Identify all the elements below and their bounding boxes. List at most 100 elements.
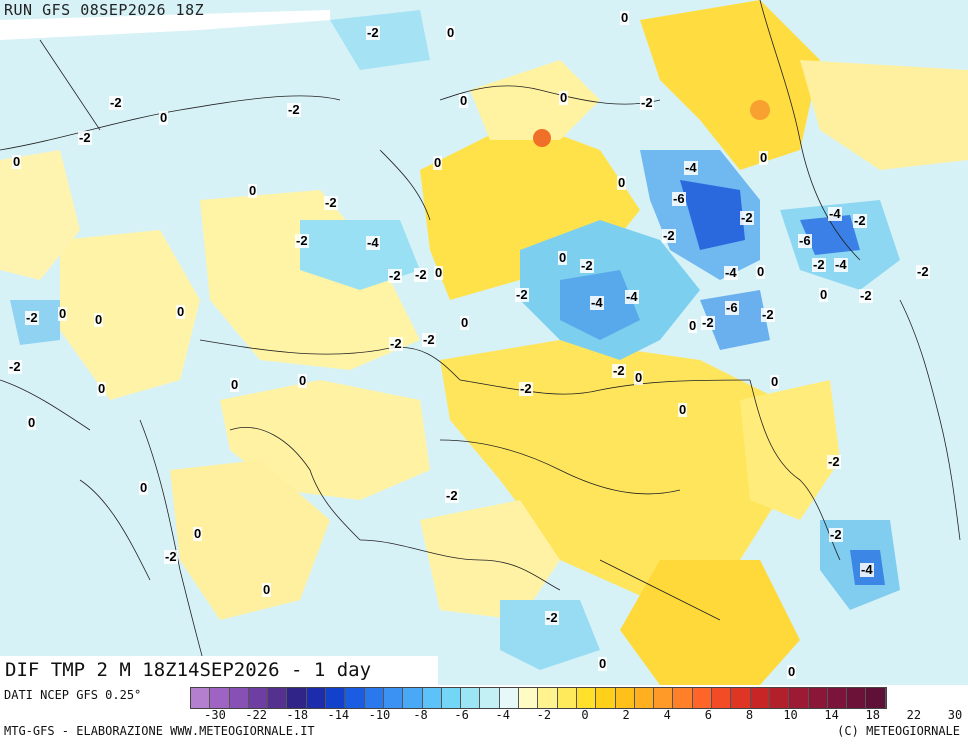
isotherm-label: 0 [433, 155, 443, 170]
colorbar-swatch [480, 688, 500, 708]
colorbar-swatch [634, 688, 655, 708]
colorbar-swatch [847, 688, 867, 708]
colorbar-swatch [364, 688, 384, 708]
colorbar-swatch [287, 688, 307, 708]
isotherm-label: -6 [672, 191, 686, 206]
isotherm-label: -2 [662, 228, 676, 243]
isotherm-label: -4 [625, 289, 639, 304]
isotherm-label: -2 [388, 268, 402, 283]
colorbar-swatch [461, 688, 481, 708]
colorbar-tick-label: -18 [286, 708, 309, 722]
isotherm-label: 0 [176, 304, 186, 319]
colorbar-tick-label: -2 [536, 708, 552, 722]
isotherm-label: -2 [389, 336, 403, 351]
isotherm-label: -2 [761, 307, 775, 322]
isotherm-label: 0 [756, 264, 766, 279]
isotherm-label: -2 [295, 233, 309, 248]
isotherm-label: -2 [78, 130, 92, 145]
isotherm-label: -2 [366, 25, 380, 40]
colorbar-tick-label: 6 [704, 708, 712, 722]
colorbar-swatch [769, 688, 790, 708]
isotherm-label: -6 [798, 233, 812, 248]
isotherm-label: -4 [366, 235, 380, 250]
colorbar-tick-label: 4 [663, 708, 671, 722]
isotherm-label: 0 [688, 318, 698, 333]
colorbar-swatch [268, 688, 288, 708]
isotherm-label: -4 [834, 257, 848, 272]
isotherm-label: -2 [445, 488, 459, 503]
isotherm-label: -2 [109, 95, 123, 110]
isotherm-label: -2 [25, 310, 39, 325]
isotherm-label: -2 [701, 315, 715, 330]
isotherm-label: -6 [725, 300, 739, 315]
copyright-text: (C) METEOGIORNALE [837, 724, 960, 738]
isotherm-label: 0 [678, 402, 688, 417]
colorbar-swatch [750, 688, 770, 708]
colorbar-swatch [538, 688, 558, 708]
isotherm-label: 0 [446, 25, 456, 40]
colorbar-tick-label: 30 [947, 708, 963, 722]
colorbar-swatch [615, 688, 635, 708]
isotherm-label: 0 [459, 93, 469, 108]
isotherm-label: 0 [819, 287, 829, 302]
colorbar-swatch [827, 688, 848, 708]
colorbar-swatch [557, 688, 577, 708]
isotherm-label: -2 [422, 332, 436, 347]
isotherm-label: -4 [828, 206, 842, 221]
data-source: DATI NCEP GFS 0.25° [4, 688, 142, 702]
colorbar-tick-label: 18 [865, 708, 880, 722]
colorbar-tick-label: 2 [622, 708, 630, 722]
isotherm-label: 0 [139, 480, 149, 495]
colorbar [190, 687, 887, 709]
isotherm-label: -4 [590, 295, 604, 310]
colorbar-swatch [808, 688, 828, 708]
colorbar-swatch [191, 688, 211, 708]
isotherm-label: -2 [519, 381, 533, 396]
isotherm-label: 0 [298, 373, 308, 388]
isotherm-label: -2 [8, 359, 22, 374]
isotherm-label: -2 [515, 287, 529, 302]
colorbar-swatch [731, 688, 751, 708]
isotherm-label: -4 [860, 562, 874, 577]
isotherm-label: -2 [859, 288, 873, 303]
credit-text: MTG-GFS - ELABORAZIONE WWW.METEOGIORNALE… [4, 724, 315, 738]
colorbar-swatch [403, 688, 423, 708]
isotherm-label: -2 [580, 258, 594, 273]
isotherm-label: -2 [812, 257, 826, 272]
colorbar-swatch [673, 688, 693, 708]
isotherm-label: 0 [559, 90, 569, 105]
isotherm-label: -2 [545, 610, 559, 625]
isotherm-label: -2 [829, 527, 843, 542]
isotherm-label: -2 [740, 210, 754, 225]
isotherm-label: 0 [598, 656, 608, 671]
colorbar-tick-label: 14 [824, 708, 839, 722]
isotherm-label: 0 [94, 312, 104, 327]
colorbar-tick-label: -8 [413, 708, 428, 722]
map-title: DIF TMP 2 M 18Z14SEP2026 - 1 day [0, 656, 438, 685]
colorbar-swatch [306, 688, 327, 708]
isotherm-label: -2 [827, 454, 841, 469]
colorbar-tick-label: -6 [454, 708, 469, 722]
isotherm-label: -2 [414, 267, 428, 282]
isotherm-label: 0 [759, 150, 769, 165]
isotherm-label: 0 [230, 377, 240, 392]
colorbar-swatch [248, 688, 269, 708]
isotherm-label: -2 [612, 363, 626, 378]
colorbar-swatch [712, 688, 732, 708]
colorbar-tick-label: -4 [495, 708, 510, 722]
isotherm-label: 0 [558, 250, 568, 265]
colorbar-swatch [789, 688, 809, 708]
isotherm-label: 0 [248, 183, 258, 198]
isotherm-label: 0 [634, 370, 644, 385]
colorbar-swatch [326, 688, 346, 708]
colorbar-swatch [654, 688, 674, 708]
colorbar-swatch [422, 688, 442, 708]
colorbar-tick-label: -14 [327, 708, 350, 722]
isotherm-label: 0 [262, 582, 272, 597]
colorbar-swatch [441, 688, 462, 708]
colorbar-tick-label: 10 [783, 708, 798, 722]
isotherm-label: 0 [434, 265, 444, 280]
run-title: RUN GFS 08SEP2026 18Z [4, 1, 205, 19]
colorbar-swatch [229, 688, 249, 708]
colorbar-swatch [519, 688, 539, 708]
